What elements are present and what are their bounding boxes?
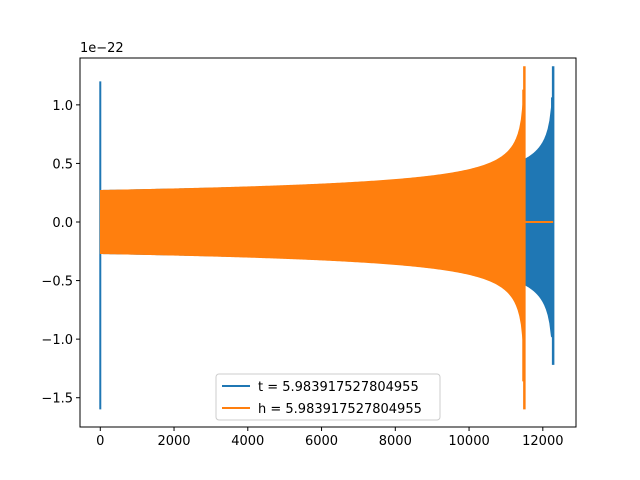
plot-frame — [79, 57, 577, 428]
y-tick-label: −1.5 — [41, 392, 73, 407]
x-tick-label: 2000 — [157, 434, 190, 449]
y-offset-label: 1e−22 — [80, 41, 124, 56]
legend-label-h: h = 5.983917527804955 — [258, 402, 422, 417]
x-tick-label: 12000 — [522, 434, 563, 449]
x-tick-label: 8000 — [379, 434, 412, 449]
x-tick-label: 6000 — [305, 434, 338, 449]
y-tick-label: −0.5 — [41, 275, 73, 290]
x-tick-label: 10000 — [448, 434, 489, 449]
y-tick-label: −1.0 — [41, 333, 73, 348]
series-layer — [99, 66, 555, 410]
legend: t = 5.983917527804955 h = 5.983917527804… — [215, 373, 441, 421]
y-tick-label: 0.0 — [52, 216, 73, 231]
y-tick-label: 1.0 — [52, 99, 73, 114]
legend-label-t: t = 5.983917527804955 — [258, 380, 419, 395]
x-tick-label: 0 — [96, 434, 104, 449]
y-tick-label: 0.5 — [52, 157, 73, 172]
axis-layer: 0 2000 4000 6000 8000 10000 12000 −1.5 −1.0 −0.5 0… — [41, 99, 563, 449]
x-tick-label: 4000 — [231, 434, 264, 449]
legend-box — [215, 373, 441, 421]
